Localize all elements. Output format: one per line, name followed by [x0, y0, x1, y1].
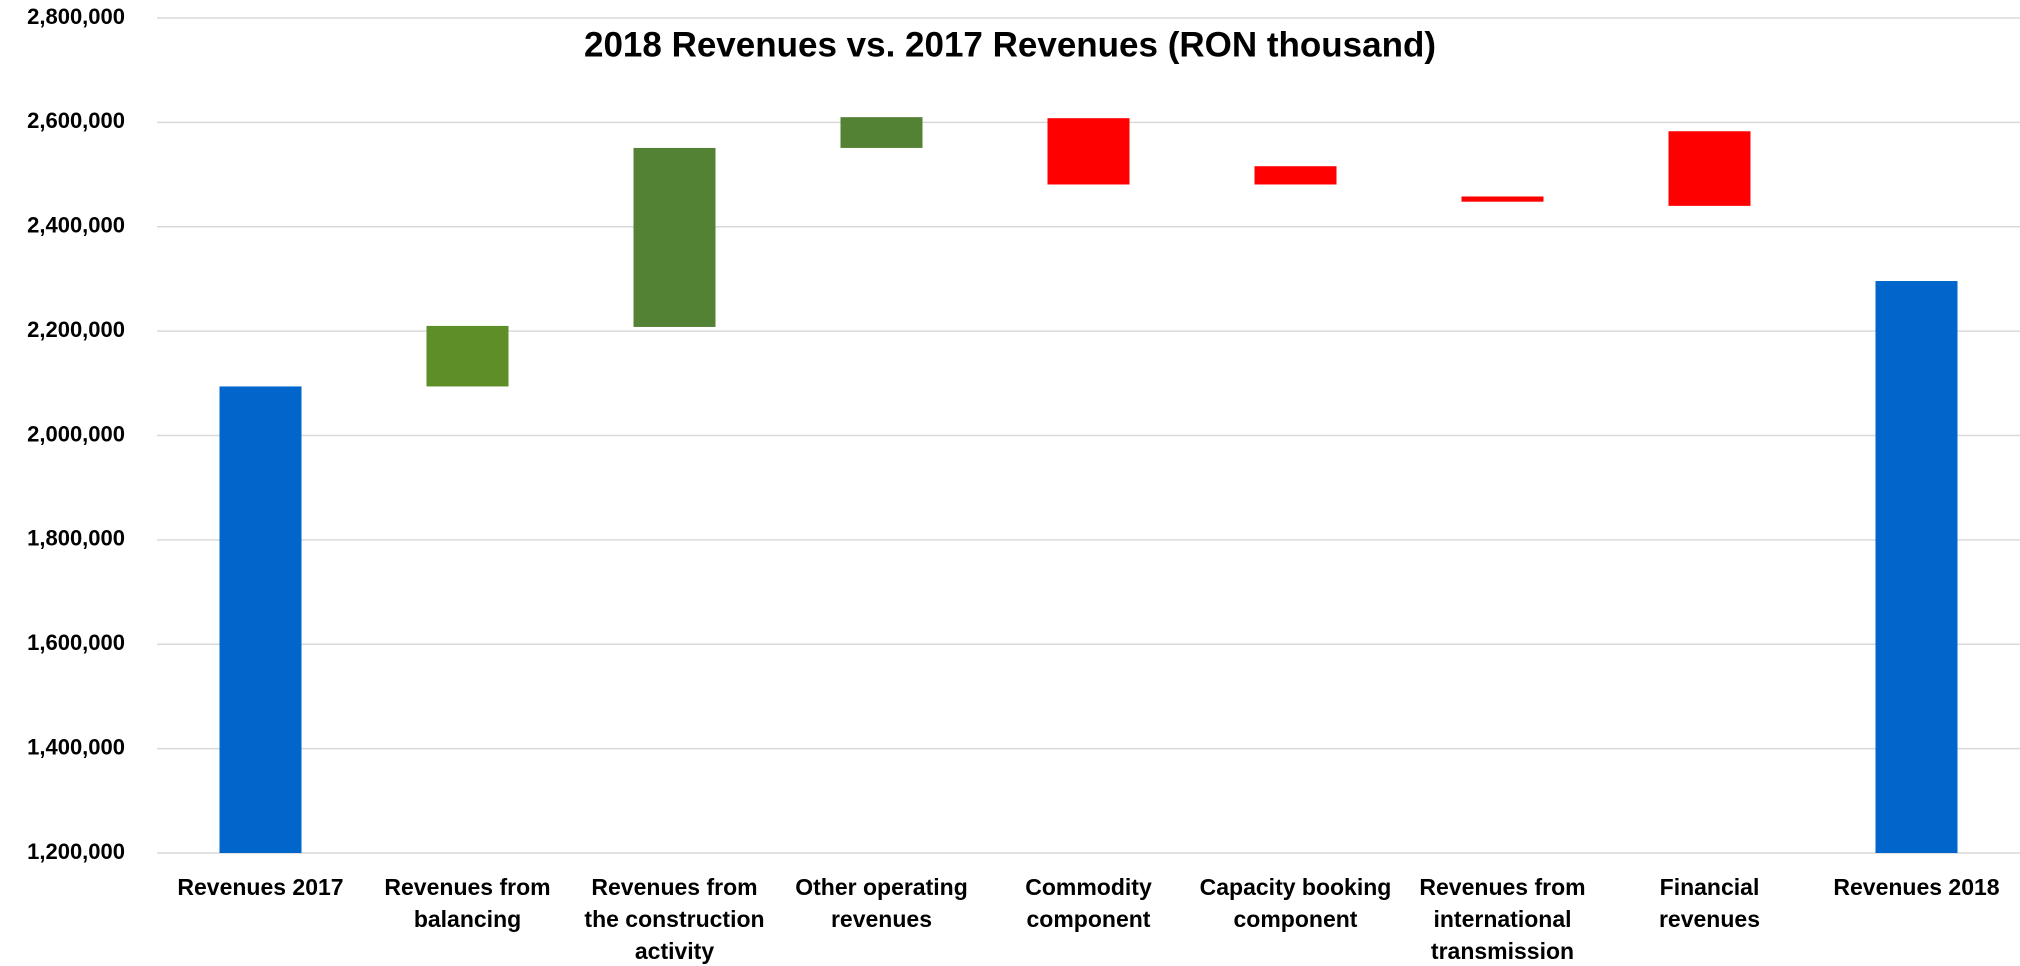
- y-tick-label: 2,600,000: [27, 108, 125, 133]
- y-tick-label: 1,400,000: [27, 734, 125, 759]
- y-tick-label: 2,200,000: [27, 317, 125, 342]
- bar: [840, 117, 923, 148]
- y-tick-label: 2,400,000: [27, 213, 125, 238]
- x-tick-label: Financial revenues: [1658, 874, 1760, 932]
- y-tick-label: 2,000,000: [27, 421, 125, 446]
- bar: [219, 386, 302, 853]
- x-tick-label: Revenues from balancing: [384, 874, 551, 932]
- bar: [1461, 196, 1544, 202]
- y-tick-label: 1,800,000: [27, 526, 125, 551]
- x-tick-label: Capacity booking component: [1199, 874, 1392, 932]
- bar: [1254, 166, 1337, 185]
- y-tick-label: 1,200,000: [27, 839, 125, 864]
- x-tick-label: Revenues from the construction activity: [584, 874, 765, 964]
- x-tick-label: Other operating revenues: [795, 874, 968, 932]
- chart-title: 2018 Revenues vs. 2017 Revenues (RON tho…: [584, 25, 1436, 64]
- x-tick-label: Revenues from international transmission: [1419, 874, 1586, 964]
- y-tick-label: 1,600,000: [27, 630, 125, 655]
- bar: [1668, 131, 1751, 206]
- y-tick-label: 2,800,000: [27, 4, 125, 29]
- bar: [1047, 118, 1130, 185]
- x-tick-label: Commodity component: [1025, 874, 1152, 932]
- x-tick-label: Revenues 2017: [177, 874, 344, 900]
- bar: [633, 147, 716, 327]
- bar: [1875, 281, 1958, 853]
- bar: [426, 325, 509, 387]
- x-tick-label: Revenues 2018: [1833, 874, 2000, 900]
